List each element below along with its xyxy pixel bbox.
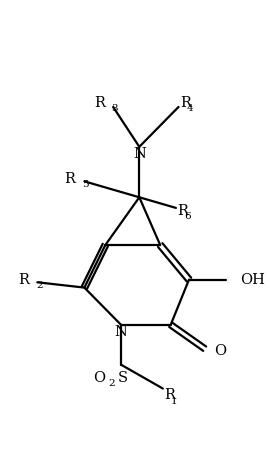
Text: 5: 5 [82,180,89,189]
Text: R: R [19,273,29,287]
Text: 6: 6 [184,212,190,221]
Text: 4: 4 [187,104,193,113]
Text: N: N [133,147,146,161]
Text: 1: 1 [171,396,177,405]
Text: R: R [177,203,188,217]
Text: 3: 3 [112,104,118,113]
Text: 2: 2 [36,281,43,290]
Text: S: S [118,371,128,386]
Text: N: N [114,325,127,339]
Text: R: R [180,96,191,110]
Text: O: O [93,371,105,386]
Text: R: R [64,172,75,186]
Text: OH: OH [240,273,265,287]
Text: 2: 2 [108,379,115,388]
Text: R: R [164,388,175,402]
Text: R: R [94,96,105,110]
Text: O: O [214,344,226,358]
